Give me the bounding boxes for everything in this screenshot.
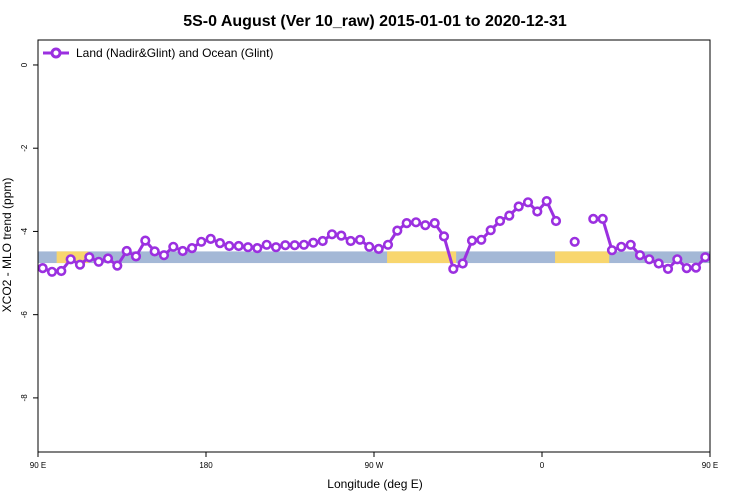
data-point xyxy=(634,250,646,261)
data-point xyxy=(158,250,170,261)
data-point xyxy=(541,196,552,207)
data-point xyxy=(532,206,543,217)
y-tick-label: 0 xyxy=(20,62,29,67)
legend-label: Land (Nadir&Glint) and Ocean (Glint) xyxy=(76,46,273,60)
data-point xyxy=(681,263,692,274)
data-point xyxy=(130,251,142,262)
data-point xyxy=(494,215,506,227)
data-point xyxy=(252,243,263,254)
x-tick-label: 180 xyxy=(199,461,213,470)
x-tick-label: 90 E xyxy=(30,461,46,470)
data-point xyxy=(102,253,114,264)
data-point xyxy=(392,225,403,236)
data-point xyxy=(550,215,562,227)
chart-title: 5S-0 August (Ver 10_raw) 2015-01-01 to 2… xyxy=(183,13,567,30)
data-point xyxy=(373,243,384,254)
data-point xyxy=(261,239,272,250)
y-axis: 0 -2 -4 -6 -8 xyxy=(20,62,38,401)
legend-marker-swatch xyxy=(50,47,62,59)
data-point xyxy=(112,260,123,271)
data-point xyxy=(420,220,431,231)
land-band-segment xyxy=(387,251,457,264)
data-point xyxy=(37,263,48,274)
x-tick-label: 0 xyxy=(540,461,545,470)
data-point xyxy=(588,213,599,224)
data-point xyxy=(448,263,459,275)
data-point xyxy=(205,233,216,244)
data-point xyxy=(56,265,67,277)
y-axis-label: XCO2 - MLO trend (ppm) xyxy=(0,178,14,313)
y-tick-label: -4 xyxy=(20,227,29,235)
data-point xyxy=(457,258,468,269)
data-point xyxy=(168,241,179,252)
data-point xyxy=(597,213,608,224)
data-point xyxy=(93,256,104,267)
data-point xyxy=(336,230,347,241)
data-point xyxy=(84,252,95,263)
data-point xyxy=(625,239,636,250)
y-tick-label: -8 xyxy=(20,394,29,402)
data-point xyxy=(485,225,496,236)
data-point xyxy=(233,240,244,252)
data-point xyxy=(214,238,226,249)
data-point xyxy=(140,235,151,246)
data-point xyxy=(121,245,132,257)
data-point xyxy=(74,259,86,270)
ocean-band xyxy=(38,251,710,264)
data-point xyxy=(606,245,618,256)
legend: Land (Nadir&Glint) and Ocean (Glint) xyxy=(43,46,273,60)
data-point xyxy=(466,235,478,246)
x-tick-label: 90 W xyxy=(365,461,384,470)
data-point xyxy=(177,245,188,257)
y-tick-label: -6 xyxy=(20,311,29,319)
data-point xyxy=(317,235,328,247)
data-point xyxy=(522,197,534,208)
data-point xyxy=(345,235,356,247)
data-point xyxy=(326,229,338,240)
data-point xyxy=(653,258,664,269)
series-points xyxy=(37,196,711,277)
data-point xyxy=(700,252,711,263)
land-band-segment xyxy=(555,251,610,264)
data-point xyxy=(196,236,207,247)
data-point xyxy=(401,218,412,229)
data-point xyxy=(298,239,310,250)
data-point xyxy=(438,231,450,242)
y-tick-label: -2 xyxy=(20,144,29,152)
data-point xyxy=(224,240,235,252)
data-point xyxy=(280,240,291,251)
data-point xyxy=(569,236,580,247)
x-axis: 90 E 180 90 W 0 90 E xyxy=(30,452,718,470)
data-point xyxy=(149,246,160,257)
data-point xyxy=(354,234,366,245)
data-point xyxy=(289,240,300,251)
data-point xyxy=(46,266,58,277)
data-point xyxy=(504,210,515,221)
data-point xyxy=(644,254,655,265)
data-point xyxy=(513,201,524,212)
data-point xyxy=(476,234,487,245)
data-point xyxy=(65,254,76,265)
data-point xyxy=(690,262,702,273)
data-point xyxy=(242,242,254,253)
data-point xyxy=(662,263,674,275)
data-point xyxy=(616,241,627,252)
x-tick-label: 90 E xyxy=(702,461,718,470)
data-point xyxy=(186,243,198,254)
data-point xyxy=(429,218,440,229)
data-point xyxy=(270,242,282,253)
x-axis-label: Longitude (deg E) xyxy=(327,477,422,491)
data-point xyxy=(382,239,394,250)
data-point xyxy=(672,254,683,265)
data-point xyxy=(410,217,422,228)
data-point xyxy=(308,237,319,248)
data-point xyxy=(364,241,375,252)
